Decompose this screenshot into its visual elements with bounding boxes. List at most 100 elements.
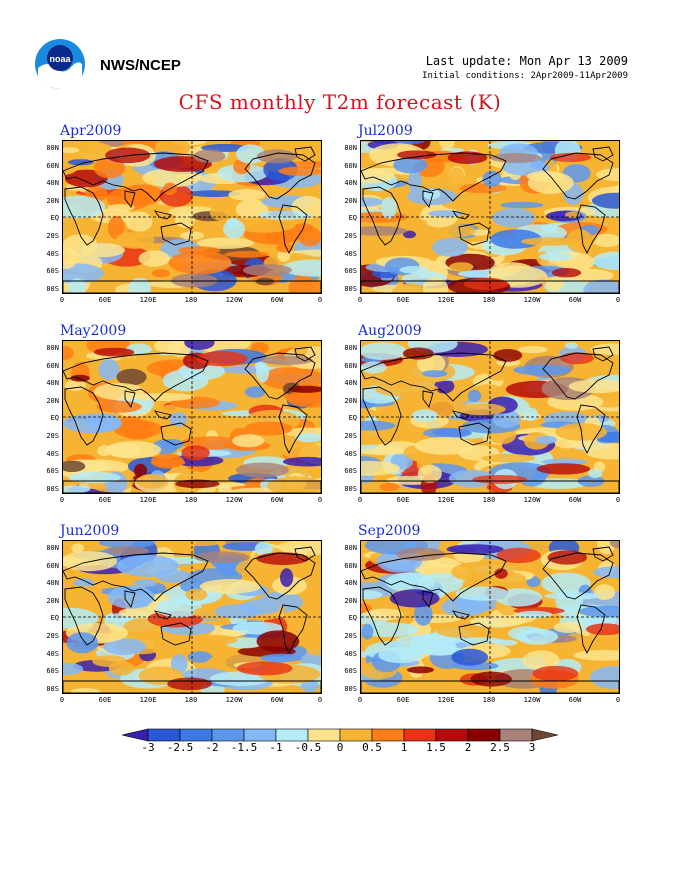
- longitude-label: 0: [357, 696, 363, 704]
- latitude-label: 40N: [344, 179, 357, 188]
- coastline: [542, 152, 614, 200]
- anomaly-patch: [427, 210, 464, 217]
- latitude-label: 80N: [46, 344, 59, 352]
- longitude-label: 0: [59, 496, 65, 504]
- forecast-map-may2009: [62, 340, 322, 494]
- coastline: [542, 552, 614, 600]
- anomaly-patch: [93, 383, 145, 400]
- latitude-label: 80N: [46, 544, 59, 552]
- anomaly-patch: [584, 443, 619, 460]
- latitude-label: 40N: [46, 579, 59, 588]
- anomaly-patch: [142, 168, 201, 188]
- anomaly-patch: [455, 642, 468, 649]
- coastline: [63, 280, 321, 293]
- anomaly-patch: [455, 586, 510, 601]
- anomaly-patch: [63, 247, 78, 270]
- latitude-label: 20S: [46, 632, 59, 640]
- anomaly-patch: [295, 433, 321, 443]
- anomaly-patch: [115, 231, 155, 249]
- longitude-label: 60W: [568, 496, 582, 504]
- longitude-label: 0: [615, 496, 621, 504]
- anomaly-patch: [414, 602, 433, 626]
- anomaly-patch: [516, 610, 553, 619]
- latitude-label: 40S: [344, 449, 357, 458]
- coastline: [278, 404, 308, 455]
- anomaly-patch: [179, 541, 222, 546]
- latitude-label: 40N: [344, 579, 357, 588]
- anomaly-patch: [541, 572, 591, 595]
- colorbar-tick-label: 0: [336, 741, 344, 754]
- latitude-label: 40S: [344, 649, 357, 658]
- anomaly-patch: [361, 623, 374, 640]
- warm-anomaly-patch: [402, 347, 434, 360]
- latitude-label: 60S: [344, 667, 357, 676]
- coastline: [458, 622, 490, 646]
- anomaly-patch: [187, 634, 238, 646]
- anomaly-patch: [282, 456, 321, 467]
- longitude-label: 60W: [568, 296, 582, 304]
- latitude-label: 40S: [46, 249, 59, 258]
- warm-anomaly-patch: [193, 149, 226, 163]
- anomaly-patch: [392, 283, 430, 293]
- anomaly-patch: [199, 579, 261, 594]
- longitude-label: 60E: [98, 696, 112, 704]
- colorbar-min-arrow: [121, 728, 149, 742]
- map-svg: [361, 141, 619, 293]
- longitude-label: 120E: [437, 496, 455, 504]
- latitude-label: EQ: [50, 214, 59, 223]
- anomaly-patch: [63, 585, 103, 598]
- longitude-label: 120W: [225, 296, 243, 304]
- anomaly-patch: [565, 211, 581, 219]
- latitude-label: 40S: [46, 449, 59, 458]
- longitude-label: 120E: [139, 496, 157, 504]
- anomaly-patch: [260, 653, 303, 663]
- anomaly-patch: [439, 141, 455, 151]
- coastline: [576, 604, 606, 655]
- anomaly-patch: [71, 543, 84, 554]
- panel-title: Sep2009: [358, 523, 421, 539]
- latitude-label: 20N: [344, 396, 357, 405]
- longitude-label: 0: [615, 296, 621, 304]
- anomaly-patch: [361, 342, 407, 360]
- longitude-label: 180: [184, 696, 198, 704]
- coastline: [576, 404, 606, 455]
- anomaly-patch: [422, 370, 448, 378]
- anomaly-patch: [447, 151, 488, 164]
- latitude-label: 80S: [344, 684, 357, 693]
- noaa-logo-text: noaa: [49, 54, 71, 64]
- coastline: [278, 604, 308, 655]
- anomaly-patch: [361, 197, 384, 207]
- coastline: [422, 190, 434, 208]
- anomaly-patch: [232, 434, 265, 448]
- anomaly-patch: [255, 277, 275, 286]
- anomaly-patch: [492, 410, 522, 428]
- latitude-label: 40N: [46, 379, 59, 388]
- coastline: [124, 390, 136, 408]
- colorbar-tick-label: -1.5: [230, 741, 258, 754]
- longitude-label: 60W: [270, 696, 284, 704]
- longitude-label: 120E: [139, 696, 157, 704]
- longitude-label: 60E: [396, 696, 410, 704]
- anomaly-patch: [361, 590, 383, 600]
- warm-anomaly-patch: [560, 352, 594, 365]
- anomaly-patch: [521, 237, 579, 246]
- forecast-map-sep2009: [360, 540, 620, 694]
- anomaly-patch: [361, 168, 395, 184]
- anomaly-patch: [278, 166, 321, 176]
- anomaly-patch: [256, 362, 270, 383]
- panel-title: Jun2009: [60, 523, 120, 539]
- anomaly-patch: [517, 628, 558, 645]
- anomaly-patch: [156, 597, 202, 618]
- anomaly-patch: [573, 650, 619, 661]
- coastline: [294, 346, 316, 362]
- map-svg: [361, 541, 619, 693]
- latitude-label: EQ: [348, 214, 357, 223]
- anomaly-patch: [116, 368, 147, 386]
- anomaly-patch: [66, 632, 99, 654]
- anomaly-patch: [481, 453, 535, 463]
- colorbar-segment: [275, 728, 309, 742]
- anomaly-patch: [133, 463, 148, 478]
- anomaly-patch: [455, 403, 506, 416]
- anomaly-patch: [492, 208, 535, 228]
- anomaly-patch: [181, 445, 210, 461]
